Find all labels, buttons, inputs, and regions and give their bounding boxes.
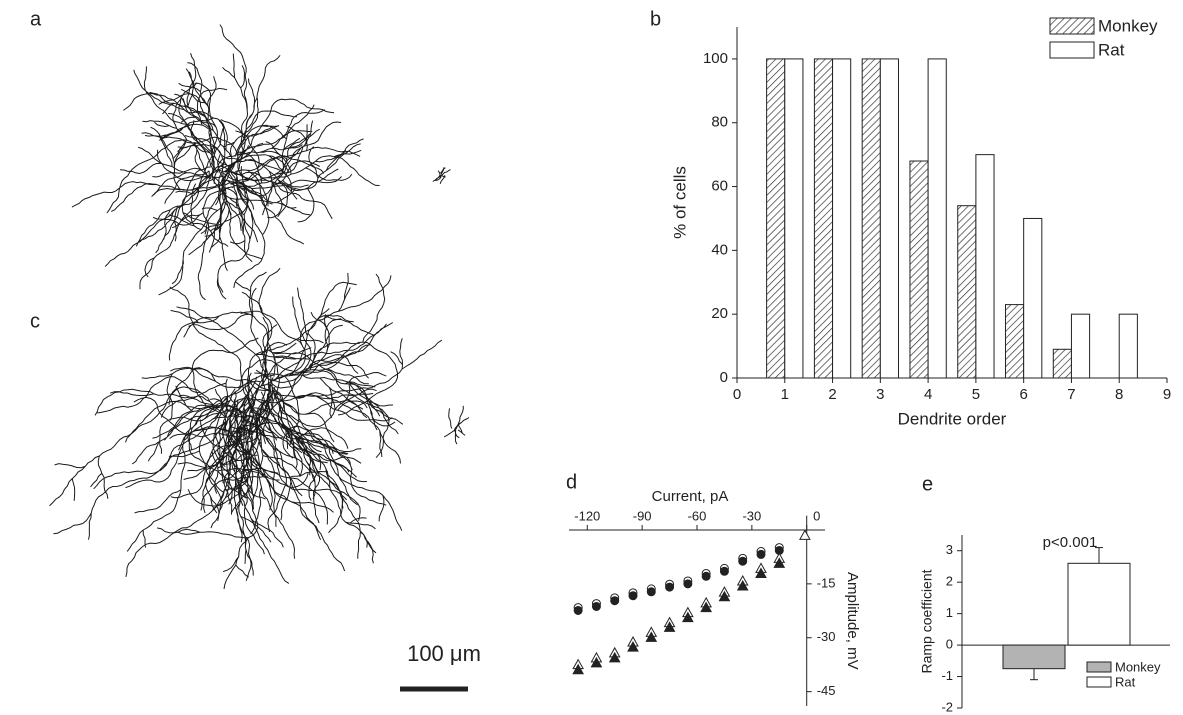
- bar: [832, 58, 852, 379]
- point: [799, 529, 811, 540]
- neuron-dendrites: [49, 267, 443, 590]
- neuron-dendrites: [432, 167, 451, 185]
- x-tick-label: 5: [972, 386, 980, 403]
- legend-swatch: [1086, 661, 1112, 673]
- bar: [1005, 304, 1025, 379]
- y-axis-title: % of cells: [670, 166, 689, 239]
- bar: [766, 58, 786, 379]
- point: [665, 582, 675, 592]
- x-tick-label: -90: [633, 508, 652, 523]
- bar: [1118, 313, 1138, 379]
- bar: [927, 58, 947, 379]
- x-tick-label: 6: [1019, 386, 1027, 403]
- point: [738, 556, 748, 566]
- point: [573, 605, 583, 615]
- y-tick-label: 3: [946, 542, 953, 557]
- x-tick-label: -30: [742, 508, 761, 523]
- bar: [1002, 644, 1066, 670]
- x-tick-label: 7: [1067, 386, 1075, 403]
- point: [736, 579, 749, 591]
- point: [700, 601, 712, 613]
- y-tick-label: 100: [703, 50, 728, 67]
- legend-label: Rat: [1115, 674, 1136, 689]
- y-tick-label: -30: [817, 629, 836, 644]
- x-tick-label: 8: [1115, 386, 1123, 403]
- x-tick-label: 0: [733, 386, 741, 403]
- point: [755, 567, 767, 578]
- x-tick-label: -120: [574, 508, 600, 523]
- neurons: [49, 24, 470, 590]
- y-tick-label: 60: [711, 178, 728, 195]
- point: [663, 621, 676, 632]
- bar: [975, 154, 995, 379]
- y-tick-label: -45: [817, 683, 836, 698]
- annotation: p<0.001: [1043, 534, 1098, 551]
- point: [719, 566, 729, 576]
- panel-label: b: [650, 8, 661, 30]
- point: [682, 611, 694, 623]
- point: [572, 663, 584, 675]
- legend-swatch: [1086, 676, 1112, 688]
- x-tick-label: 9: [1163, 386, 1171, 403]
- panel-label: e: [922, 473, 933, 495]
- y-axis-title: Amplitude, mV: [844, 572, 861, 670]
- x-axis-title: Current, pA: [652, 488, 729, 505]
- bar: [1067, 562, 1131, 646]
- y-tick-label: 40: [711, 241, 728, 258]
- x-tick-label: 0: [813, 508, 820, 523]
- x-tick-label: 1: [781, 386, 789, 403]
- point: [701, 571, 711, 581]
- point: [645, 631, 658, 642]
- bar: [784, 58, 804, 379]
- x-tick-label: 4: [924, 386, 932, 403]
- panel-label: a: [30, 8, 42, 30]
- y-tick-label: 2: [946, 574, 953, 589]
- x-tick-label: -60: [688, 508, 707, 523]
- x-axis-title: Dendrite order: [898, 409, 1007, 428]
- bar: [861, 58, 881, 379]
- bar: [879, 58, 899, 379]
- y-tick-label: 0: [946, 637, 953, 652]
- point: [646, 587, 656, 597]
- y-tick-label: 0: [720, 369, 728, 386]
- point: [628, 591, 638, 601]
- point: [591, 601, 601, 611]
- y-tick-label: 20: [711, 305, 728, 322]
- y-axis-title: Ramp coefficient: [919, 569, 935, 673]
- bar: [957, 205, 977, 379]
- bar: [1023, 217, 1043, 379]
- neuron-dendrites: [443, 405, 470, 445]
- scale-bar-label: 100 μm: [407, 641, 481, 666]
- legend-swatch: [1049, 17, 1095, 35]
- point: [610, 596, 620, 606]
- legend-label: Monkey: [1098, 16, 1158, 35]
- point: [608, 651, 621, 663]
- x-tick-label: 2: [828, 386, 836, 403]
- point: [683, 579, 693, 589]
- y-tick-label: 80: [711, 114, 728, 131]
- y-tick-label: -2: [941, 699, 953, 714]
- point: [718, 590, 731, 602]
- point: [590, 656, 603, 668]
- y-tick-label: 1: [946, 605, 953, 620]
- legend-label: Rat: [1098, 40, 1125, 59]
- legend-label: Monkey: [1115, 659, 1161, 674]
- y-tick-label: -15: [817, 575, 836, 590]
- x-tick-label: 3: [876, 386, 884, 403]
- y-tick-label: -1: [941, 668, 953, 683]
- legend-swatch: [1049, 41, 1095, 59]
- bar: [1070, 313, 1091, 379]
- bar: [813, 58, 834, 379]
- panel-label: d: [566, 471, 577, 493]
- point: [627, 641, 639, 652]
- bar: [909, 160, 929, 379]
- point: [756, 549, 766, 559]
- point: [773, 557, 786, 568]
- bar: [1052, 348, 1072, 379]
- neuron-dendrites: [71, 24, 380, 301]
- panel-label: c: [30, 310, 40, 332]
